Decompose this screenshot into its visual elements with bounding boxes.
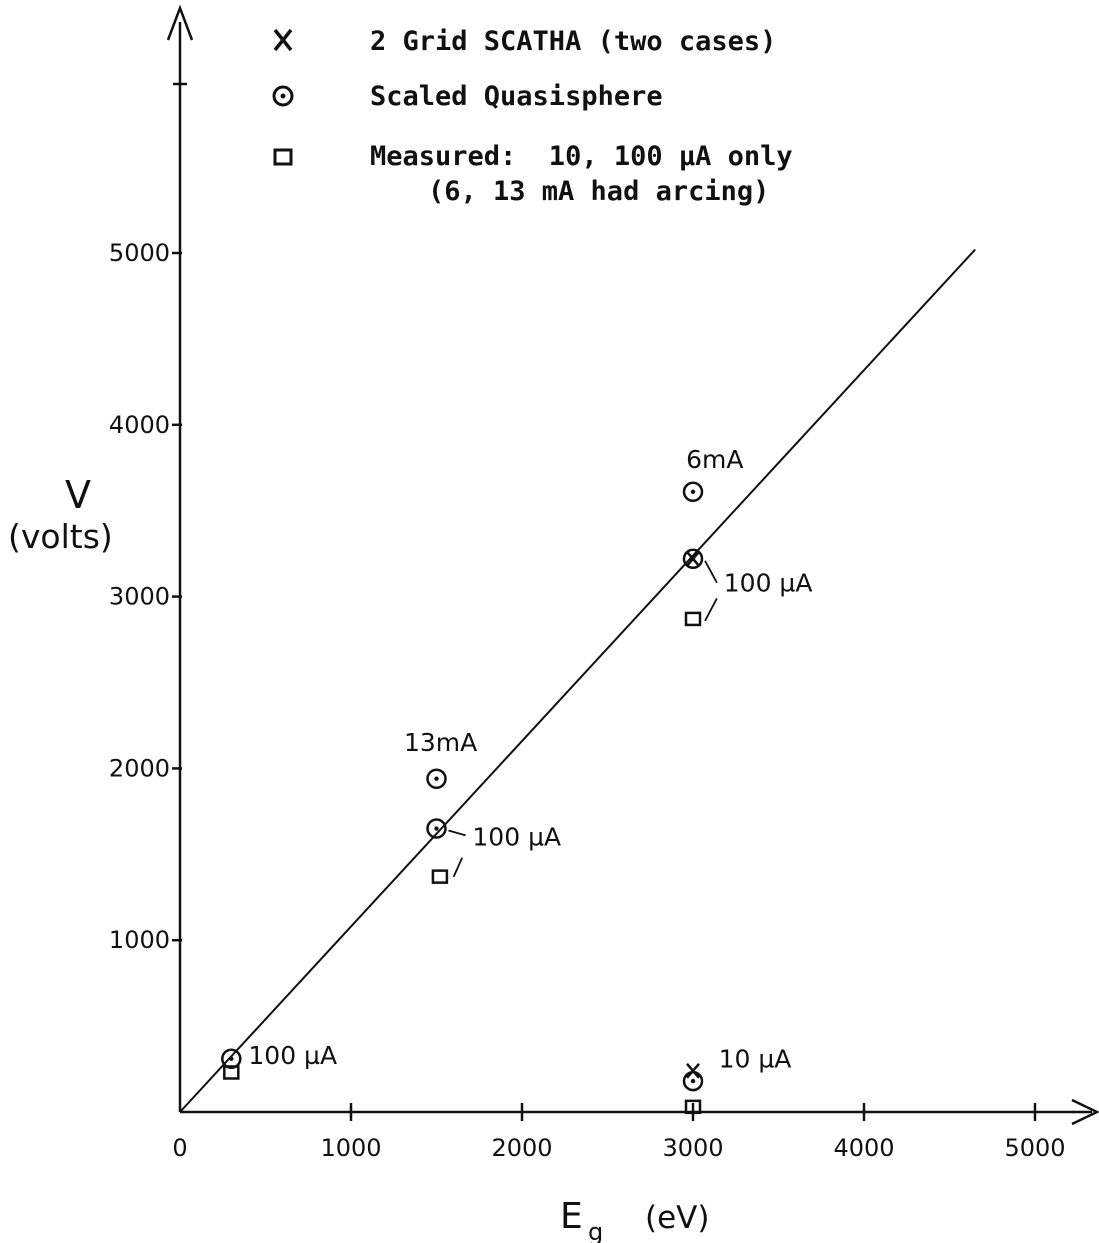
annotations: 100 µA 13mA 100 µA 6mA 100 µA 10 µA [248,445,812,1074]
leader-line-2 [704,560,718,584]
point-square-1 [431,869,449,884]
annotation-4: 100 µA [724,568,813,597]
fit-line [179,248,976,1113]
y-tick-label-3000: 3000 [109,583,170,611]
legend: 2 Grid SCATHA (two cases) Scaled Quasisp… [272,26,793,207]
legend-label-quasisphere: Scaled Quasisphere [370,81,663,112]
axis-ticks: 0 1000 2000 3000 4000 5000 1000 2000 3000 4000 500… [109,239,1066,1162]
x-axis-unit: (eV) [645,1200,709,1236]
point-x-1 [686,1062,700,1079]
fit-line-path [179,248,976,1113]
legend-label-measured: Measured: 10, 100 µA only [370,141,793,172]
annotation-5: 10 µA [719,1044,792,1073]
y-tick-label-4000: 4000 [109,411,170,439]
point-square-3 [684,1099,702,1115]
leader-line-1 [452,857,463,878]
x-tick-label-4000: 4000 [833,1134,894,1162]
point-circle-dot-1 [426,818,447,839]
x-axis-title: E [560,1196,583,1237]
point-circle-dot-0 [221,1048,242,1069]
y-axis-title: V [65,473,91,517]
y-axis-arrow [166,4,194,41]
x-axis-title-subscript: g [588,1218,603,1243]
annotation-3: 6mA [686,445,743,474]
data-points [221,481,718,1115]
x-tick-label-1000: 1000 [320,1134,381,1162]
point-square-0 [223,1065,240,1080]
annotation-1: 13mA [404,728,477,757]
y-axis-unit: (volts) [8,517,113,556]
point-circle-dot-2 [426,768,447,789]
legend-label-measured-note: (6, 13 mA had arcing) [428,176,769,207]
x-tick-label-0: 0 [172,1134,187,1162]
leader-line-3 [704,597,718,622]
annotation-0: 100 µA [248,1041,337,1070]
point-square-2 [684,611,702,627]
legend-label-scatha: 2 Grid SCATHA (two cases) [370,26,776,57]
legend-marker-circle-dot [272,85,294,107]
legend-marker-square [273,148,293,166]
y-tick-label-5000: 5000 [109,239,170,267]
legend-marker-x [273,28,293,52]
y-tick-label-1000: 1000 [109,926,170,954]
point-circle-dot-3 [682,548,704,570]
axes [166,4,1099,1126]
annotation-2: 100 µA [472,823,561,852]
point-circle-dot-5 [682,1070,704,1092]
x-tick-label-3000: 3000 [662,1134,723,1162]
leader-line-0 [448,829,466,837]
point-circle-dot-4 [682,481,704,503]
x-tick-label-2000: 2000 [491,1134,552,1162]
y-tick-label-2000: 2000 [109,754,170,782]
x-tick-label-5000: 5000 [1004,1134,1065,1162]
x-axis-arrow [1071,1098,1099,1126]
